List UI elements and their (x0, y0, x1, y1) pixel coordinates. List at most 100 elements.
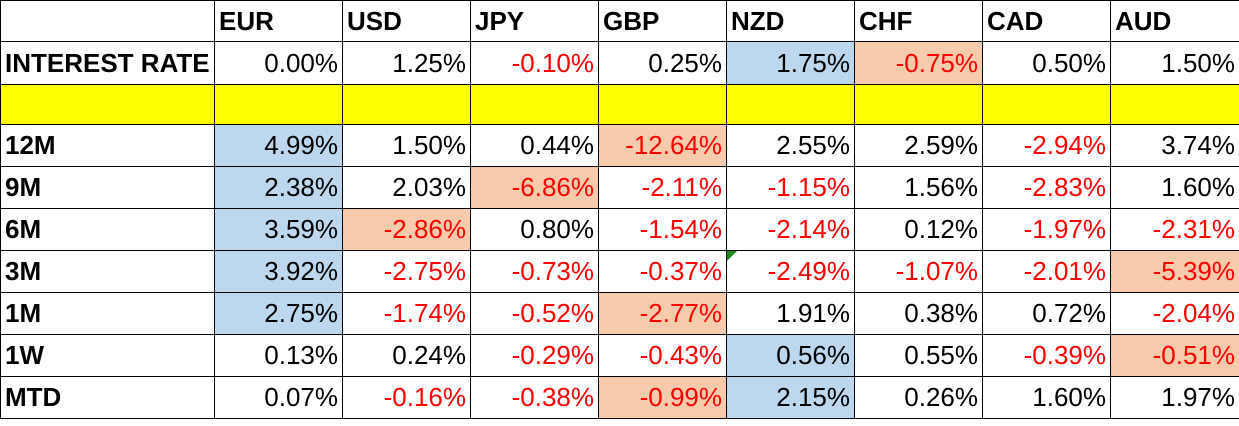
cell-3m-chf[interactable]: -1.07% (854, 250, 983, 293)
row-12m: 12M 4.99% 1.50% 0.44% -12.64% 2.55% 2.59… (0, 124, 1239, 167)
cell-interest-chf[interactable]: -0.75% (854, 41, 983, 85)
row-1w: 1W 0.13% 0.24% -0.29% -0.43% 0.56% 0.55%… (0, 334, 1239, 377)
cell-1m-chf[interactable]: 0.38% (854, 292, 983, 335)
cell-1w-nzd[interactable]: 0.56% (726, 334, 855, 377)
cell-interest-nzd[interactable]: 1.75% (726, 41, 855, 85)
cell-mtd-gbp[interactable]: -0.99% (598, 376, 727, 419)
row-label[interactable]: 1M (0, 292, 215, 335)
cell-3m-cad[interactable]: -2.01% (982, 250, 1111, 293)
cell-3m-eur[interactable]: 3.92% (214, 250, 343, 293)
cell-6m-jpy[interactable]: 0.80% (470, 208, 599, 251)
cell-9m-chf[interactable]: 1.56% (854, 166, 983, 209)
cell-interest-aud[interactable]: 1.50% (1110, 41, 1239, 85)
cell-12m-cad[interactable]: -2.94% (982, 124, 1111, 167)
cell-interest-gbp[interactable]: 0.25% (598, 41, 727, 85)
cell-1m-eur[interactable]: 2.75% (214, 292, 343, 335)
cell-6m-gbp[interactable]: -1.54% (598, 208, 727, 251)
cell-mtd-nzd[interactable]: 2.15% (726, 376, 855, 419)
header-cell-gbp[interactable]: GBP (598, 0, 727, 42)
cell-12m-chf[interactable]: 2.59% (854, 124, 983, 167)
separator-cell[interactable] (470, 84, 599, 125)
separator-row (0, 84, 1239, 125)
cell-12m-eur[interactable]: 4.99% (214, 124, 343, 167)
row-label[interactable]: 12M (0, 124, 215, 167)
cell-12m-jpy[interactable]: 0.44% (470, 124, 599, 167)
cell-9m-jpy[interactable]: -6.86% (470, 166, 599, 209)
cell-12m-nzd[interactable]: 2.55% (726, 124, 855, 167)
cell-1w-chf[interactable]: 0.55% (854, 334, 983, 377)
cell-9m-cad[interactable]: -2.83% (982, 166, 1111, 209)
separator-cell[interactable] (342, 84, 471, 125)
cell-interest-usd[interactable]: 1.25% (342, 41, 471, 85)
cell-1w-cad[interactable]: -0.39% (982, 334, 1111, 377)
cell-12m-gbp[interactable]: -12.64% (598, 124, 727, 167)
row-3m: 3M 3.92% -2.75% -0.73% -0.37% -2.49% -1.… (0, 250, 1239, 293)
separator-cell[interactable] (854, 84, 983, 125)
row-label[interactable]: 6M (0, 208, 215, 251)
header-cell-cad[interactable]: CAD (982, 0, 1111, 42)
row-label[interactable]: INTEREST RATE (0, 41, 215, 85)
cell-mtd-aud[interactable]: 1.97% (1110, 376, 1239, 419)
cell-interest-cad[interactable]: 0.50% (982, 41, 1111, 85)
row-6m: 6M 3.59% -2.86% 0.80% -1.54% -2.14% 0.12… (0, 208, 1239, 251)
header-cell-aud[interactable]: AUD (1110, 0, 1239, 42)
row-mtd: MTD 0.07% -0.16% -0.38% -0.99% 2.15% 0.2… (0, 376, 1239, 419)
header-cell-corner[interactable] (0, 0, 215, 42)
cell-3m-jpy[interactable]: -0.73% (470, 250, 599, 293)
row-interest-rate: INTEREST RATE 0.00% 1.25% -0.10% 0.25% 1… (0, 41, 1239, 85)
cell-1w-eur[interactable]: 0.13% (214, 334, 343, 377)
separator-cell[interactable] (982, 84, 1111, 125)
header-cell-usd[interactable]: USD (342, 0, 471, 42)
cell-6m-eur[interactable]: 3.59% (214, 208, 343, 251)
cell-mtd-chf[interactable]: 0.26% (854, 376, 983, 419)
header-cell-jpy[interactable]: JPY (470, 0, 599, 42)
row-label[interactable]: 9M (0, 166, 215, 209)
cell-3m-nzd[interactable]: -2.49% (726, 250, 855, 293)
separator-cell[interactable] (726, 84, 855, 125)
header-cell-nzd[interactable]: NZD (726, 0, 855, 42)
cell-9m-gbp[interactable]: -2.11% (598, 166, 727, 209)
header-cell-chf[interactable]: CHF (854, 0, 983, 42)
cell-12m-aud[interactable]: 3.74% (1110, 124, 1239, 167)
separator-cell[interactable] (214, 84, 343, 125)
cell-3m-nzd-value: -2.49% (767, 256, 850, 286)
cell-mtd-cad[interactable]: 1.60% (982, 376, 1111, 419)
row-label[interactable]: 1W (0, 334, 215, 377)
cell-1m-aud[interactable]: -2.04% (1110, 292, 1239, 335)
cell-1w-aud[interactable]: -0.51% (1110, 334, 1239, 377)
header-cell-eur[interactable]: EUR (214, 0, 343, 42)
cell-6m-nzd[interactable]: -2.14% (726, 208, 855, 251)
separator-cell[interactable] (1110, 84, 1239, 125)
cell-6m-aud[interactable]: -2.31% (1110, 208, 1239, 251)
cell-3m-gbp[interactable]: -0.37% (598, 250, 727, 293)
cell-3m-aud[interactable]: -5.39% (1110, 250, 1239, 293)
cell-1w-jpy[interactable]: -0.29% (470, 334, 599, 377)
cell-6m-chf[interactable]: 0.12% (854, 208, 983, 251)
row-label[interactable]: 3M (0, 250, 215, 293)
cell-9m-nzd[interactable]: -1.15% (726, 166, 855, 209)
cell-mtd-jpy[interactable]: -0.38% (470, 376, 599, 419)
cell-interest-eur[interactable]: 0.00% (214, 41, 343, 85)
cell-1w-usd[interactable]: 0.24% (342, 334, 471, 377)
header-row: EUR USD JPY GBP NZD CHF CAD AUD (0, 0, 1239, 42)
cell-1m-jpy[interactable]: -0.52% (470, 292, 599, 335)
cell-6m-usd[interactable]: -2.86% (342, 208, 471, 251)
cell-9m-usd[interactable]: 2.03% (342, 166, 471, 209)
cell-12m-usd[interactable]: 1.50% (342, 124, 471, 167)
cell-3m-usd[interactable]: -2.75% (342, 250, 471, 293)
row-label[interactable]: MTD (0, 376, 215, 419)
cell-mtd-eur[interactable]: 0.07% (214, 376, 343, 419)
separator-cell[interactable] (598, 84, 727, 125)
cell-1m-nzd[interactable]: 1.91% (726, 292, 855, 335)
cell-9m-eur[interactable]: 2.38% (214, 166, 343, 209)
cell-1m-gbp[interactable]: -2.77% (598, 292, 727, 335)
separator-cell[interactable] (0, 84, 215, 125)
cell-1w-gbp[interactable]: -0.43% (598, 334, 727, 377)
cell-mtd-usd[interactable]: -0.16% (342, 376, 471, 419)
cell-interest-jpy[interactable]: -0.10% (470, 41, 599, 85)
cell-6m-cad[interactable]: -1.97% (982, 208, 1111, 251)
cell-9m-aud[interactable]: 1.60% (1110, 166, 1239, 209)
cell-1m-cad[interactable]: 0.72% (982, 292, 1111, 335)
cell-1m-usd[interactable]: -1.74% (342, 292, 471, 335)
